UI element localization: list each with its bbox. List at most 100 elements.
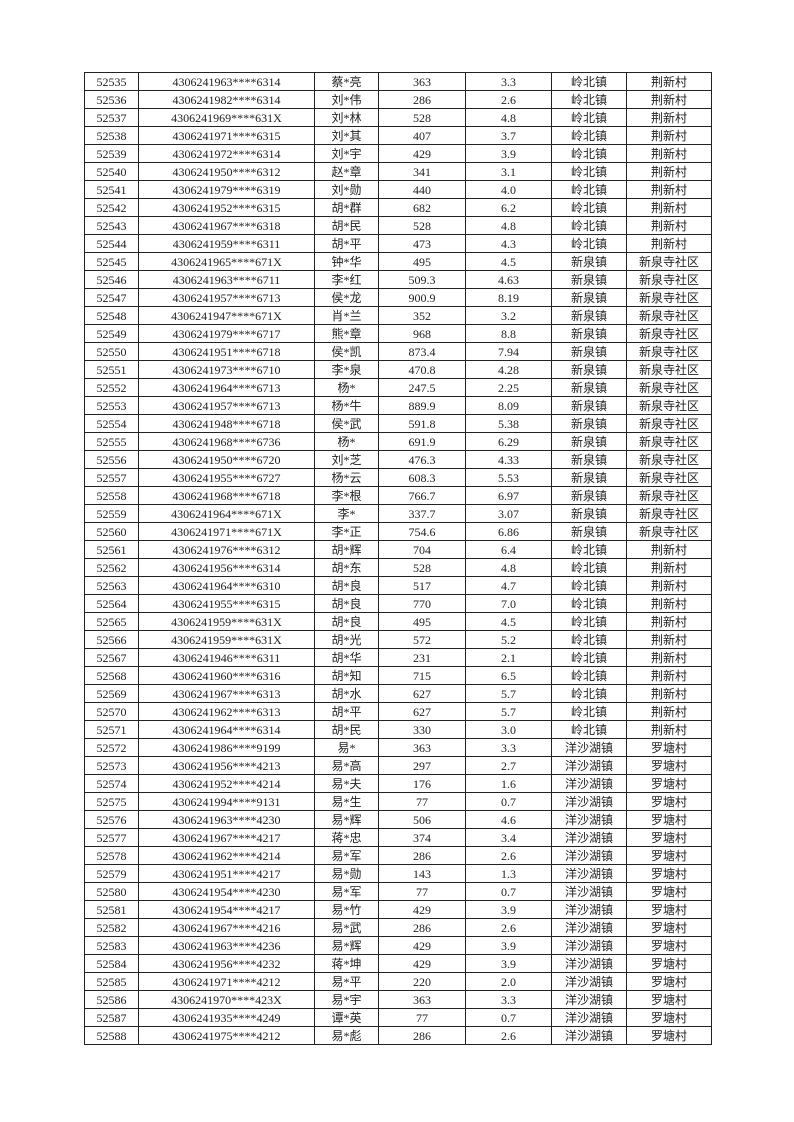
amount-cell: 470.8	[378, 360, 466, 379]
table-row: 52541 4306241979****6319 刘*勋 440 4.0 岭北镇 荆新村	[84, 180, 712, 199]
village-cell: 荆新村	[626, 216, 712, 235]
name-cell: 易*军	[314, 846, 379, 865]
village-cell: 罗塘村	[626, 954, 712, 973]
village-cell: 罗塘村	[626, 810, 712, 829]
value-cell: 3.9	[465, 900, 552, 919]
serial-number-cell: 52544	[84, 234, 139, 253]
name-cell: 胡*水	[314, 684, 379, 703]
table-row: 52557 4306241955****6727 杨*云 608.3 5.53 新泉镇 新泉…	[84, 468, 712, 487]
serial-number-cell: 52550	[84, 342, 139, 361]
town-cell: 岭北镇	[551, 612, 627, 631]
amount-cell: 506	[378, 810, 466, 829]
id-number-cell: 4306241959****631X	[138, 612, 315, 631]
value-cell: 4.3	[465, 234, 552, 253]
town-cell: 新泉镇	[551, 342, 627, 361]
amount-cell: 429	[378, 900, 466, 919]
table-row: 52584 4306241956****4232 蒋*坤 429 3.9 洋沙湖镇 罗塘村	[84, 954, 712, 973]
table-row: 52578 4306241962****4214 易*军 286 2.6 洋沙湖镇 罗塘村	[84, 846, 712, 865]
village-cell: 新泉寺社区	[626, 288, 712, 307]
value-cell: 3.0	[465, 720, 552, 739]
table-row: 52566 4306241959****631X 胡*光 572 5.2 岭北镇 荆新村	[84, 630, 712, 649]
name-cell: 刘*宇	[314, 144, 379, 163]
amount-cell: 476.3	[378, 450, 466, 469]
id-number-cell: 4306241972****6314	[138, 144, 315, 163]
name-cell: 李*泉	[314, 360, 379, 379]
name-cell: 胡*光	[314, 630, 379, 649]
town-cell: 洋沙湖镇	[551, 810, 627, 829]
serial-number-cell: 52571	[84, 720, 139, 739]
table-row: 52573 4306241956****4213 易*高 297 2.7 洋沙湖镇 罗塘村	[84, 756, 712, 775]
amount-cell: 429	[378, 954, 466, 973]
amount-cell: 286	[378, 90, 466, 109]
value-cell: 4.5	[465, 612, 552, 631]
amount-cell: 440	[378, 180, 466, 199]
serial-number-cell: 52548	[84, 306, 139, 325]
name-cell: 杨*牛	[314, 396, 379, 415]
id-number-cell: 4306241962****6313	[138, 702, 315, 721]
value-cell: 1.3	[465, 864, 552, 883]
village-cell: 荆新村	[626, 684, 712, 703]
id-number-cell: 4306241970****423X	[138, 990, 315, 1009]
name-cell: 赵*章	[314, 162, 379, 181]
village-cell: 罗塘村	[626, 882, 712, 901]
amount-cell: 429	[378, 936, 466, 955]
serial-number-cell: 52573	[84, 756, 139, 775]
value-cell: 2.25	[465, 378, 552, 397]
amount-cell: 704	[378, 540, 466, 559]
town-cell: 洋沙湖镇	[551, 936, 627, 955]
village-cell: 荆新村	[626, 702, 712, 721]
value-cell: 6.2	[465, 198, 552, 217]
amount-cell: 608.3	[378, 468, 466, 487]
village-cell: 新泉寺社区	[626, 432, 712, 451]
village-cell: 荆新村	[626, 234, 712, 253]
amount-cell: 286	[378, 918, 466, 937]
value-cell: 2.6	[465, 918, 552, 937]
village-cell: 荆新村	[626, 612, 712, 631]
town-cell: 新泉镇	[551, 324, 627, 343]
serial-number-cell: 52564	[84, 594, 139, 613]
id-number-cell: 4306241982****6314	[138, 90, 315, 109]
table-row: 52542 4306241952****6315 胡*群 682 6.2 岭北镇 荆新村	[84, 198, 712, 217]
table-row: 52539 4306241972****6314 刘*宇 429 3.9 岭北镇 荆新村	[84, 144, 712, 163]
serial-number-cell: 52565	[84, 612, 139, 631]
serial-number-cell: 52570	[84, 702, 139, 721]
serial-number-cell: 52557	[84, 468, 139, 487]
town-cell: 岭北镇	[551, 72, 627, 91]
id-number-cell: 4306241954****4217	[138, 900, 315, 919]
town-cell: 洋沙湖镇	[551, 756, 627, 775]
village-cell: 荆新村	[626, 720, 712, 739]
village-cell: 新泉寺社区	[626, 522, 712, 541]
id-number-cell: 4306241946****6311	[138, 648, 315, 667]
table-row: 52551 4306241973****6710 李*泉 470.8 4.28 新泉镇 新泉…	[84, 360, 712, 379]
name-cell: 李*正	[314, 522, 379, 541]
table-row: 52558 4306241968****6718 李*根 766.7 6.97 新泉镇 新泉…	[84, 486, 712, 505]
village-cell: 荆新村	[626, 144, 712, 163]
amount-cell: 495	[378, 612, 466, 631]
village-cell: 荆新村	[626, 630, 712, 649]
name-cell: 刘*伟	[314, 90, 379, 109]
amount-cell: 528	[378, 216, 466, 235]
amount-cell: 517	[378, 576, 466, 595]
id-number-cell: 4306241963****6711	[138, 270, 315, 289]
serial-number-cell: 52559	[84, 504, 139, 523]
amount-cell: 528	[378, 558, 466, 577]
id-number-cell: 4306241963****6314	[138, 72, 315, 91]
town-cell: 新泉镇	[551, 522, 627, 541]
name-cell: 刘*林	[314, 108, 379, 127]
name-cell: 杨*	[314, 378, 379, 397]
table-row: 52575 4306241994****9131 易*生 77 0.7 洋沙湖镇 罗塘村	[84, 792, 712, 811]
town-cell: 洋沙湖镇	[551, 954, 627, 973]
value-cell: 3.3	[465, 72, 552, 91]
serial-number-cell: 52574	[84, 774, 139, 793]
serial-number-cell: 52558	[84, 486, 139, 505]
amount-cell: 691.9	[378, 432, 466, 451]
table-row: 52583 4306241963****4236 易*辉 429 3.9 洋沙湖镇 罗塘村	[84, 936, 712, 955]
table-row: 52580 4306241954****4230 易*军 77 0.7 洋沙湖镇 罗塘村	[84, 882, 712, 901]
value-cell: 0.7	[465, 792, 552, 811]
name-cell: 侯*龙	[314, 288, 379, 307]
serial-number-cell: 52547	[84, 288, 139, 307]
serial-number-cell: 52553	[84, 396, 139, 415]
village-cell: 荆新村	[626, 90, 712, 109]
id-number-cell: 4306241956****4213	[138, 756, 315, 775]
village-cell: 新泉寺社区	[626, 414, 712, 433]
